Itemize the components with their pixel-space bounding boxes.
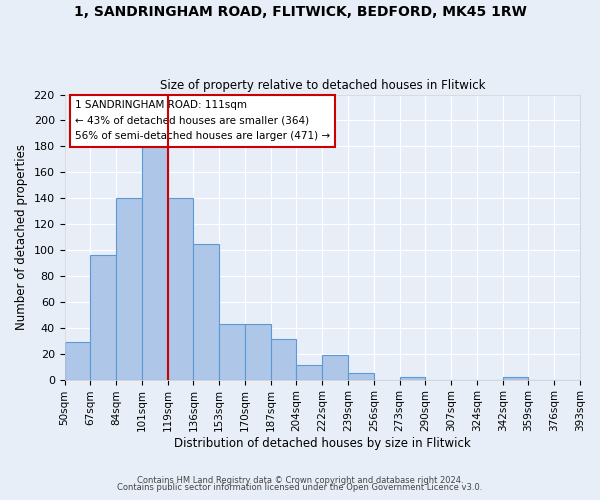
Bar (167, 198, 193, 380)
Bar (296, 366, 322, 380)
Bar (219, 324, 245, 380)
Bar (116, 198, 142, 380)
Text: Contains HM Land Registry data © Crown copyright and database right 2024.: Contains HM Land Registry data © Crown c… (137, 476, 463, 485)
Bar (142, 142, 167, 380)
Bar (348, 373, 374, 380)
Text: Contains public sector information licensed under the Open Government Licence v3: Contains public sector information licen… (118, 484, 482, 492)
Bar (503, 377, 529, 380)
Bar (400, 377, 425, 380)
Bar (91, 255, 116, 380)
Title: Size of property relative to detached houses in Flitwick: Size of property relative to detached ho… (160, 79, 485, 92)
Bar (271, 340, 296, 380)
Bar (322, 355, 348, 380)
Text: 1, SANDRINGHAM ROAD, FLITWICK, BEDFORD, MK45 1RW: 1, SANDRINGHAM ROAD, FLITWICK, BEDFORD, … (74, 5, 526, 19)
X-axis label: Distribution of detached houses by size in Flitwick: Distribution of detached houses by size … (174, 437, 470, 450)
Bar (193, 244, 219, 380)
Bar (65, 342, 91, 380)
Text: 1 SANDRINGHAM ROAD: 111sqm
← 43% of detached houses are smaller (364)
56% of sem: 1 SANDRINGHAM ROAD: 111sqm ← 43% of deta… (75, 100, 330, 141)
Bar (245, 324, 271, 380)
Y-axis label: Number of detached properties: Number of detached properties (15, 144, 28, 330)
